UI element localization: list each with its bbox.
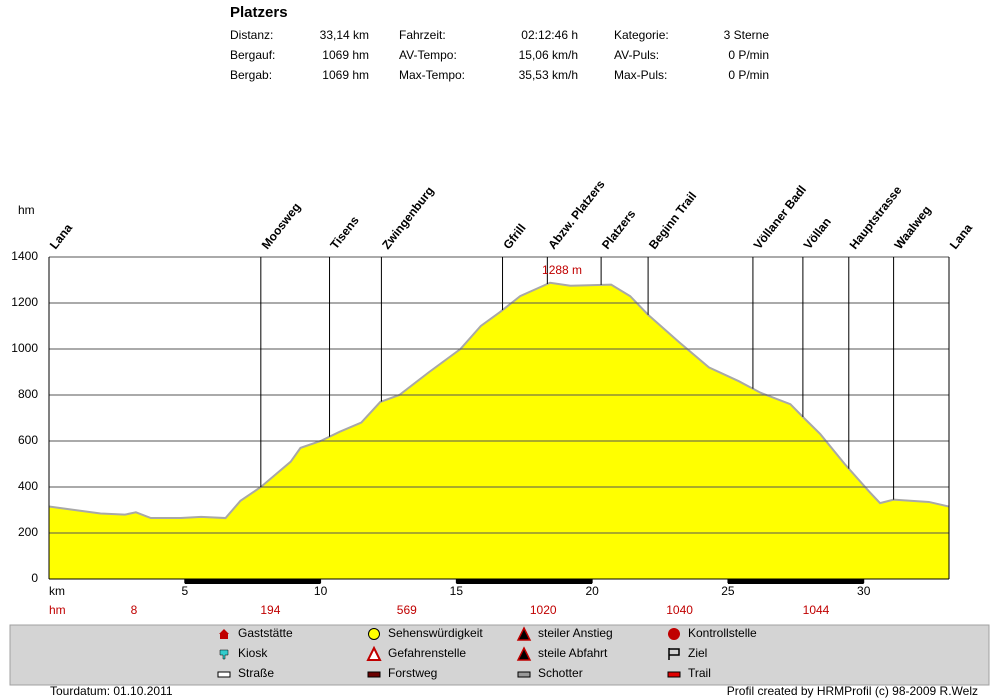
stat-label: Distanz: [230, 28, 273, 42]
legend-box [9, 624, 990, 686]
legend-label: steile Abfahrt [538, 646, 608, 660]
stat-value: 33,14 km [320, 28, 369, 42]
legend-icon-shape [668, 648, 680, 660]
legend-label: Schotter [538, 666, 583, 680]
legend-icon [367, 671, 381, 678]
legend-label: steiler Anstieg [538, 626, 613, 640]
x-tick-label: 10 [314, 584, 328, 598]
scale-bar [727, 579, 864, 584]
climb-value: 1040 [666, 603, 693, 617]
y-tick-label: 200 [18, 525, 38, 539]
y-tick-label: 600 [18, 433, 38, 447]
stat-value: 0 P/min [728, 68, 769, 82]
scale-bar [456, 579, 593, 584]
climb-value: 1044 [803, 603, 830, 617]
legend-icon-shape [517, 671, 531, 678]
stat-label: Fahrzeit: [399, 28, 446, 42]
legend-icon [368, 628, 380, 640]
x-axis-label: km [49, 584, 65, 598]
elevation-area [49, 282, 949, 579]
legend-label: Gefahrenstelle [388, 646, 466, 660]
y-tick-label: 1400 [11, 249, 38, 263]
legend-icon-shape [516, 646, 532, 661]
x-tick-label: 25 [721, 584, 735, 598]
y-tick-label: 1000 [11, 341, 38, 355]
title: Platzers [230, 4, 288, 21]
stat-label: Max-Puls: [614, 68, 667, 82]
legend-icon-shape [217, 671, 231, 678]
legend-icon [219, 629, 229, 639]
legend-icon-shape [367, 671, 381, 678]
stat-value: 35,53 km/h [519, 68, 578, 82]
legend-label: Sehenswürdigkeit [388, 626, 483, 640]
y-tick-label: 1200 [11, 295, 38, 309]
legend-icon-shape [219, 629, 229, 639]
legend-icon [668, 648, 680, 660]
climb-value: 1020 [530, 603, 557, 617]
legend-icon [668, 628, 680, 640]
legend-label: Forstweg [388, 666, 437, 680]
scale-bar [184, 579, 321, 584]
legend-label: Straße [238, 666, 274, 680]
elevation-line [48, 281, 950, 520]
stat-value: 1069 hm [322, 68, 369, 82]
legend-icon [366, 645, 382, 661]
stat-label: Bergauf: [230, 48, 275, 62]
legend-icon [217, 671, 231, 678]
stat-label: Bergab: [230, 68, 272, 82]
legend-icon [667, 671, 681, 678]
credit: Profil created by HRMProfil (c) 98-2009 … [727, 684, 978, 698]
legend-label: Gaststätte [238, 626, 293, 640]
climb-value: 8 [131, 603, 138, 617]
legend-icon-shape [667, 671, 681, 678]
legend-label: Kiosk [238, 646, 268, 660]
climb-value: 194 [260, 603, 280, 617]
stat-value: 0 P/min [728, 48, 769, 62]
stat-value: 02:12:46 h [521, 28, 578, 42]
stat-label: AV-Puls: [614, 48, 659, 62]
stat-label: Kategorie: [614, 28, 669, 42]
stat-label: Max-Tempo: [399, 68, 465, 82]
legend-label: Trail [688, 666, 711, 680]
stat-label: AV-Tempo: [399, 48, 457, 62]
y-axis-label: hm [18, 203, 35, 217]
legend-icon [219, 649, 229, 660]
x-tick-label: 15 [450, 584, 464, 598]
legend-icon [517, 671, 531, 678]
legend-icon [516, 626, 532, 641]
x-tick-label: 5 [181, 584, 188, 598]
legend-icon-shape [368, 628, 380, 640]
x-tick-label: 20 [585, 584, 599, 598]
climb-label: hm [49, 603, 66, 617]
legend-label: Kontrollstelle [688, 626, 757, 640]
climb-value: 569 [397, 603, 417, 617]
legend-label: Ziel [688, 646, 707, 660]
legend-icon-shape [219, 649, 229, 660]
stat-value: 1069 hm [322, 48, 369, 62]
y-tick-label: 800 [18, 387, 38, 401]
stat-value: 15,06 km/h [519, 48, 578, 62]
max-label: 1288 m [542, 263, 582, 277]
y-tick-label: 0 [31, 571, 38, 585]
y-tick-label: 400 [18, 479, 38, 493]
legend-icon-shape [668, 628, 680, 640]
legend-icon [516, 646, 532, 661]
legend-icon-shape [516, 626, 532, 641]
stat-value: 3 Sterne [724, 28, 770, 42]
legend-icon-shape [366, 645, 382, 661]
tour-date: Tourdatum: 01.10.2011 [50, 684, 173, 698]
x-tick-label: 30 [857, 584, 871, 598]
